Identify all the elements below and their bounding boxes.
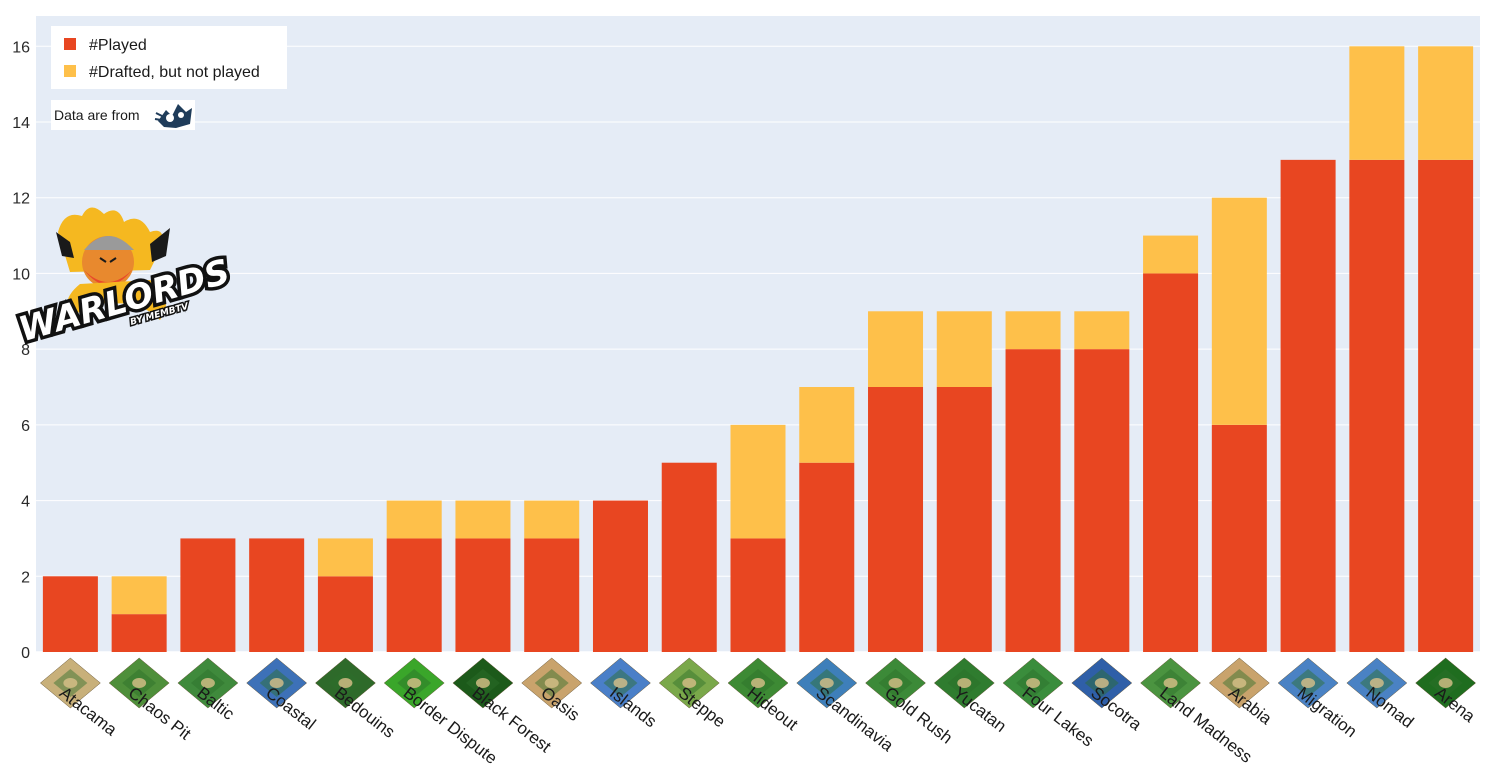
y-tick-label: 0 xyxy=(21,645,30,662)
bar-drafted xyxy=(936,311,992,387)
map-thumbnail-icon xyxy=(658,657,720,709)
map-thumbnail-icon xyxy=(1140,657,1201,709)
y-tick-label: 12 xyxy=(12,191,30,208)
map-thumbnail-icon xyxy=(727,657,789,709)
map-thumbnail-icon xyxy=(315,657,376,709)
legend-box xyxy=(51,26,287,89)
map-thumbnail-icon xyxy=(39,657,101,709)
bar-played xyxy=(799,462,855,652)
map-thumbnail-icon xyxy=(1002,657,1064,709)
bar-played xyxy=(1005,349,1061,652)
map-thumbnail-icon xyxy=(1208,657,1270,709)
bar-played xyxy=(42,576,98,652)
bar-played xyxy=(1280,159,1336,652)
bar-played xyxy=(455,538,511,652)
bar-drafted xyxy=(1349,46,1405,160)
bar-played xyxy=(661,462,717,652)
map-thumbnail-icon xyxy=(521,657,583,709)
bar-played xyxy=(180,538,236,652)
bar-played xyxy=(592,500,648,652)
bar-drafted xyxy=(730,424,786,539)
map-thumbnail-icon xyxy=(246,657,308,709)
credit-text: Data are from xyxy=(54,107,140,123)
y-tick-label: 2 xyxy=(21,569,30,586)
tournament-logo-icon xyxy=(154,104,192,128)
bar-drafted xyxy=(386,500,442,539)
legend: #Played #Drafted, but not played xyxy=(51,26,287,89)
y-axis-ticks: 0 2 4 6 8 10 12 14 16 xyxy=(12,39,30,662)
y-tick-label: 6 xyxy=(21,418,30,435)
bar-played xyxy=(730,538,786,652)
bar-played xyxy=(1143,273,1199,652)
map-thumbnail-icon xyxy=(452,657,514,709)
x-category-label: Chaos Pit xyxy=(125,683,195,744)
bar-drafted xyxy=(1074,311,1130,350)
bar-played xyxy=(1349,159,1405,652)
bar-drafted xyxy=(111,576,167,615)
bar-played xyxy=(868,387,924,652)
bar-drafted xyxy=(524,500,580,539)
map-thumbnail-icon xyxy=(177,657,239,709)
bar-drafted xyxy=(455,500,511,539)
map-thumbnail-icon xyxy=(1071,657,1133,709)
bar-drafted xyxy=(868,311,924,387)
bar-drafted xyxy=(1211,197,1267,425)
bar-played xyxy=(936,387,992,652)
y-tick-label: 14 xyxy=(12,115,30,132)
y-tick-label: 4 xyxy=(21,494,30,511)
map-thumbnail-icon xyxy=(590,657,651,709)
legend-label-played: #Played xyxy=(89,37,147,54)
bar-drafted xyxy=(799,387,855,463)
map-thumbnail-icon xyxy=(1346,657,1408,709)
map-thumbnail-icon xyxy=(383,657,445,709)
map-thumbnail-icon xyxy=(933,657,995,709)
bar-played xyxy=(249,538,305,652)
legend-swatch-played xyxy=(64,38,76,50)
bar-drafted xyxy=(1418,46,1474,160)
bar-drafted xyxy=(1143,235,1199,274)
map-thumbnail-icon xyxy=(1277,657,1339,709)
legend-swatch-drafted xyxy=(64,65,76,77)
bar-played xyxy=(111,614,167,652)
map-thumbnail-icon xyxy=(865,657,926,709)
bar-played xyxy=(1074,349,1130,652)
bar-drafted xyxy=(317,538,373,577)
y-tick-label: 16 xyxy=(12,39,30,56)
bar-played xyxy=(317,576,373,652)
bar-drafted xyxy=(1005,311,1061,350)
bar-played xyxy=(386,538,442,652)
legend-label-drafted: #Drafted, but not played xyxy=(89,64,260,81)
y-tick-label: 8 xyxy=(21,342,30,359)
data-credit: Data are from xyxy=(51,100,195,130)
y-tick-label: 10 xyxy=(12,266,30,283)
map-thumbnail-icon xyxy=(1415,657,1477,709)
bar-played xyxy=(524,538,580,652)
bar-played xyxy=(1418,159,1474,652)
viking-warrior-icon xyxy=(56,207,170,320)
map-thumbnail-icon xyxy=(796,657,858,709)
map-thumbnail-icon xyxy=(108,657,170,709)
bars xyxy=(42,46,1474,652)
bar-played xyxy=(1211,424,1267,652)
